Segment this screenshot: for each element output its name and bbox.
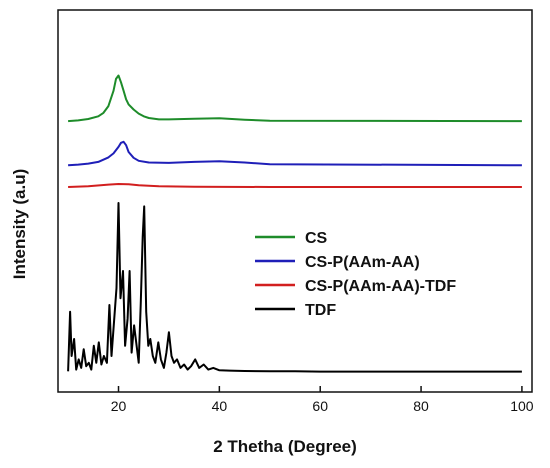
x-tick-label: 40 [212,398,228,414]
legend-label: CS-P(AAm-AA) [305,254,420,271]
x-tick-label: 60 [312,398,328,414]
legend-label: CS-P(AAm-AA)-TDF [305,278,456,295]
series-layer [67,74,522,373]
series-line-cs-p-aam-aa-tdf [68,183,522,188]
x-tick-label: 100 [510,398,534,414]
series-line-tdf [67,202,522,373]
series-line-cs [68,74,522,123]
x-tick-label: 80 [413,398,429,414]
legend-label: TDF [305,302,336,319]
x-axis-label: 2 Thetha (Degree) [213,437,357,456]
series-line-cs-p-aam-aa [68,140,522,167]
legend-label: CS [305,230,328,247]
legend: CS CS-P(AAm-AA) CS-P(AAm-AA)-TDF TDF [255,230,456,319]
x-axis-ticks: 20 40 60 80 100 [111,386,534,414]
y-axis-label: Intensity (a.u) [10,169,29,280]
plot-frame [57,9,533,393]
x-tick-label: 20 [111,398,127,414]
